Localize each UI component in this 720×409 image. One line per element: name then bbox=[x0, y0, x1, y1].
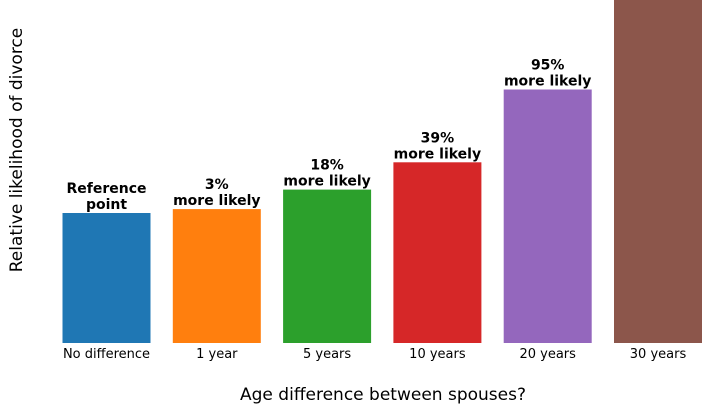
x-tick-label-0: No difference bbox=[63, 347, 150, 362]
data-label-3-line-1: more likely bbox=[394, 146, 481, 162]
bar-2 bbox=[283, 189, 372, 343]
data-label-1: 3% more likely bbox=[173, 177, 260, 209]
data-label-4-line-1: more likely bbox=[504, 74, 591, 90]
x-tick-label-1: 1 year bbox=[196, 347, 238, 362]
x-tick-label-3: 10 years bbox=[409, 347, 466, 362]
bar-3 bbox=[393, 162, 482, 343]
bar-4 bbox=[503, 89, 592, 343]
data-label-2-line-1: more likely bbox=[283, 174, 370, 190]
data-label-3: 39% more likely bbox=[394, 130, 481, 162]
data-label-0: Reference point bbox=[66, 181, 146, 213]
x-axis-title: Age difference between spouses? bbox=[240, 385, 526, 405]
bar-0 bbox=[62, 213, 151, 343]
y-axis-title: Relative likelihood of divorce bbox=[7, 28, 27, 273]
data-label-1-line-0: 3% bbox=[205, 177, 229, 193]
data-label-2: 18% more likely bbox=[283, 158, 370, 190]
data-label-3-line-0: 39% bbox=[421, 130, 455, 146]
data-label-4-line-0: 95% bbox=[531, 58, 565, 74]
bars-layer bbox=[62, 0, 702, 344]
bar-5 bbox=[614, 0, 702, 344]
data-label-2-line-0: 18% bbox=[310, 158, 344, 174]
data-label-0-line-1: point bbox=[86, 197, 127, 213]
data-label-0-line-0: Reference bbox=[66, 181, 146, 197]
data-label-4: 95% more likely bbox=[504, 58, 591, 90]
x-tick-label-5: 30 years bbox=[630, 347, 687, 362]
bar-1 bbox=[172, 209, 261, 343]
data-label-1-line-1: more likely bbox=[173, 193, 260, 209]
x-tick-labels: No difference 1 year 5 years 10 years 20 yea… bbox=[63, 347, 686, 362]
x-tick-label-4: 20 years bbox=[519, 347, 576, 362]
x-tick-label-2: 5 years bbox=[303, 347, 351, 362]
